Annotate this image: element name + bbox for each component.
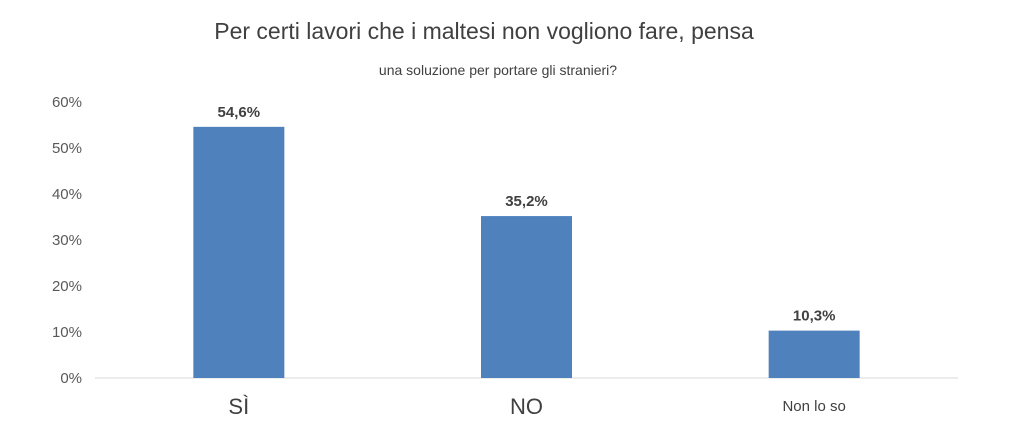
x-tick-label: SÌ bbox=[228, 394, 249, 419]
data-label: 10,3% bbox=[793, 308, 836, 325]
y-tick-label: 0% bbox=[60, 370, 82, 387]
bar bbox=[768, 330, 860, 378]
x-tick-label: NO bbox=[510, 394, 543, 419]
y-tick-label: 60% bbox=[52, 94, 82, 111]
bar bbox=[193, 126, 285, 378]
x-tick-label: Non lo so bbox=[782, 398, 845, 415]
y-tick-label: 20% bbox=[52, 278, 82, 295]
bar bbox=[481, 216, 572, 378]
chart-subtitle: una soluzione per portare gli stranieri? bbox=[378, 62, 618, 78]
data-label: 35,2% bbox=[505, 193, 548, 210]
y-tick-label: 30% bbox=[52, 232, 82, 249]
y-tick-label: 10% bbox=[52, 324, 82, 341]
data-label: 54,6% bbox=[218, 104, 261, 121]
y-tick-label: 40% bbox=[52, 186, 82, 203]
chart-title: Per certi lavori che i maltesi non vogli… bbox=[214, 18, 754, 44]
y-tick-label: 50% bbox=[52, 140, 82, 157]
